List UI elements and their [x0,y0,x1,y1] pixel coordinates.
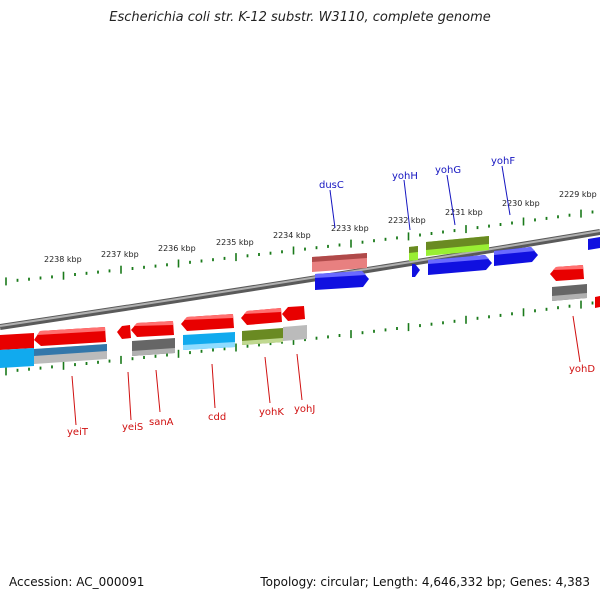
scale-label-2236: 2236 kbp [158,244,196,253]
gene-arrow-partial-right[interactable] [588,237,600,250]
scale-label-2238: 2238 kbp [44,255,82,264]
reverse-cog-track [0,284,587,368]
cog-block-yohG-top [426,236,489,250]
gene-label-yohJ[interactable]: yohJ [294,404,315,415]
gene-arrow-yohG-highlight [428,255,489,264]
gene-label-yohH[interactable]: yohH [392,171,418,182]
gene-arrow-yeiS[interactable] [117,325,131,339]
scale-label-2235: 2235 kbp [216,238,254,247]
leader-yeiT [71,375,77,426]
gene-label-yeiT[interactable]: yeiT [67,427,89,438]
leader-cdd [211,363,216,409]
leader-yohK [264,356,271,404]
gene-label-yohF[interactable]: yohF [491,156,515,167]
leader-yohG [446,174,456,226]
scale-label-2230: 2230 kbp [502,199,540,208]
gene-arrow-yohD-highlight [553,265,583,270]
scale-label-2237: 2237 kbp [101,250,139,259]
leader-yohH [403,179,411,231]
map-title: Escherichia coli str. K-12 substr. W3110… [109,10,491,25]
forward-gene-labels: dusC yohH yohG yohF [319,156,515,191]
cog-block-yohJ [283,325,307,341]
gene-arrow-partial-left[interactable] [0,333,34,350]
scale-label-2231: 2231 kbp [445,208,483,217]
gene-label-sanA[interactable]: sanA [149,417,174,428]
cog-block-yohH-top [409,246,418,253]
cog-block-cdd-bottom [183,342,235,350]
forward-gene-track [315,237,600,290]
cog-block-dusC-top [312,253,367,262]
forward-cog-track [312,236,489,272]
gene-label-yeiS[interactable]: yeiS [122,422,143,433]
gene-label-yohD[interactable]: yohD [569,364,595,375]
leader-yeiS [127,371,132,421]
cog-block-yohK-bottom [242,338,283,345]
leader-yohJ [296,353,303,401]
cog-block-yohD-bottom [552,293,587,301]
reverse-gene-labels: yeiT yeiS sanA cdd yohK yohJ yohD [67,364,595,438]
outer-scale-ticks [5,209,594,286]
accession-text: Accession: AC_000091 [9,575,145,589]
gene-arrow-partial-right-rev[interactable] [595,296,600,308]
leader-dusC [329,189,336,229]
leader-sanA [155,369,161,413]
scale-label-2229: 2229 kbp [559,190,597,199]
gene-arrow-yohK-highlight [244,308,281,314]
inner-scale-ticks [5,300,594,376]
gene-arrow-yohH[interactable] [412,264,420,277]
genome-summary-text: Topology: circular; Length: 4,646,332 bp… [260,575,590,589]
reverse-gene-track [0,265,600,350]
gene-label-yohK[interactable]: yohK [259,407,284,418]
cog-block-yeiT-top [34,344,107,356]
gene-arrow-yeiT-highlight [37,327,105,335]
gene-label-yohG[interactable]: yohG [435,165,461,176]
cog-block-partial-left [0,348,34,368]
leader-yohF [501,165,511,216]
scale-label-2233: 2233 kbp [331,224,369,233]
leader-yohD [572,315,581,363]
gene-label-cdd[interactable]: cdd [208,412,226,423]
gene-label-dusC[interactable]: dusC [319,180,344,191]
cog-block-sanA-bottom [132,348,175,356]
gene-arrow-yohF-highlight [494,247,535,255]
scale-label-2234: 2234 kbp [273,231,311,240]
gene-arrow-yohJ[interactable] [282,306,305,321]
gene-arrow-dusC-highlight [315,271,366,278]
label-leader-lines [71,165,581,426]
genome-backbone-highlight [0,230,600,327]
gene-arrow-cdd-highlight [184,314,233,320]
gene-arrow-sanA-highlight [134,321,173,326]
scale-label-2232: 2232 kbp [388,216,426,225]
